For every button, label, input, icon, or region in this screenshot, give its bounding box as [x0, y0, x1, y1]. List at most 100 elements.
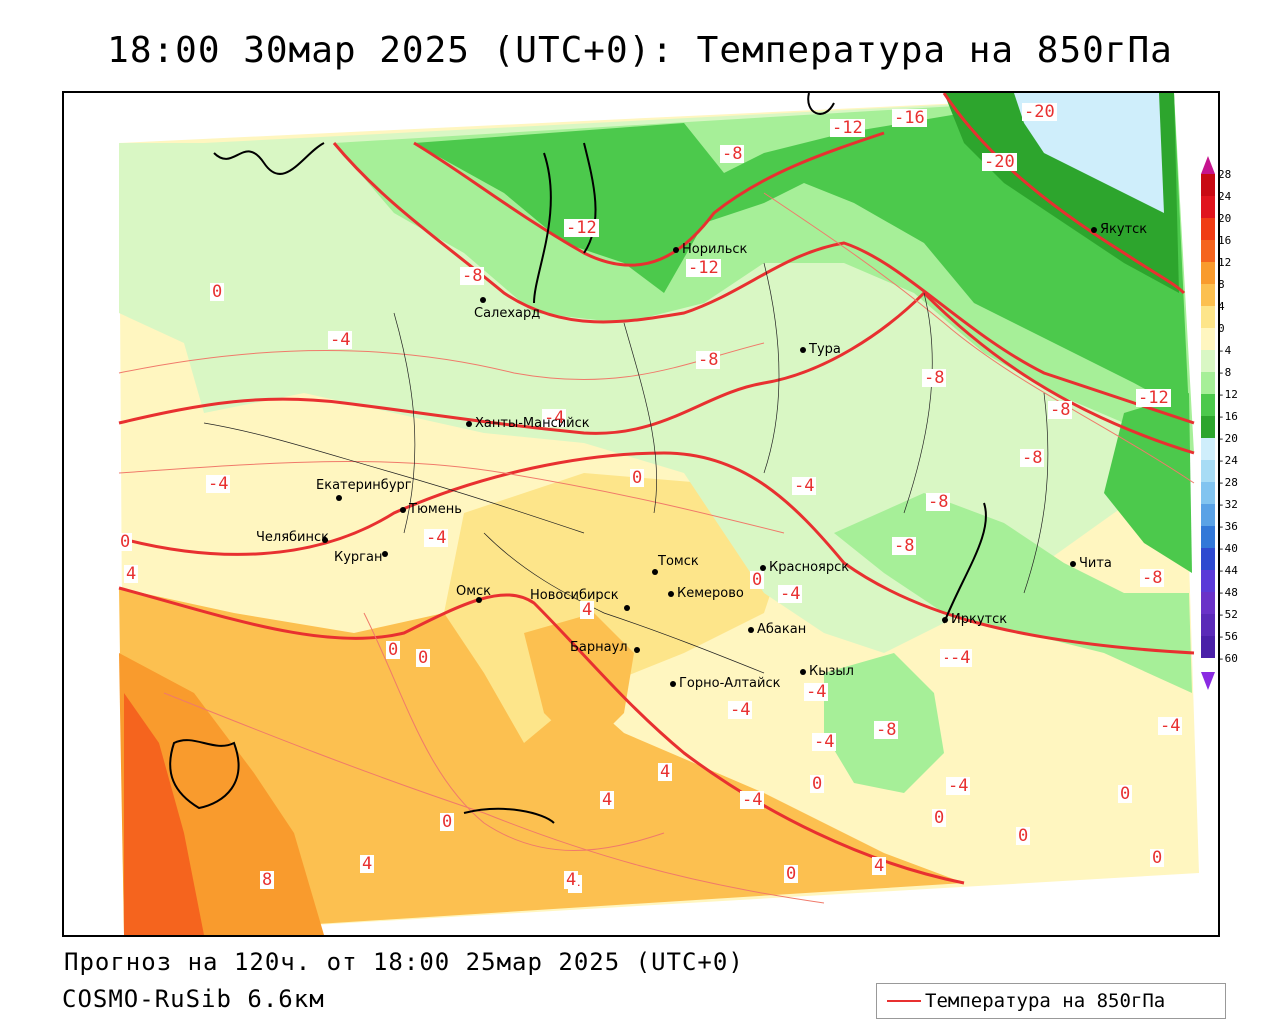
- city-marker[interactable]: Красноярск: [760, 561, 849, 575]
- forecast-info: Прогноз на 120ч. от 18:00 25мар 2025 (UT…: [64, 948, 744, 976]
- city-marker[interactable]: [476, 593, 485, 607]
- contour-label: -4: [328, 330, 353, 350]
- contour-label: 8: [260, 870, 275, 890]
- contour-label: 0: [810, 774, 825, 794]
- contour-label: -16: [892, 108, 927, 128]
- city-marker[interactable]: Ханты-Мансийск: [466, 417, 590, 431]
- city-dot-icon: [634, 646, 640, 653]
- contour-label: 0: [630, 468, 645, 488]
- contour-lines: [118, 93, 1195, 885]
- contour-label: 0: [210, 282, 225, 302]
- city-dot-icon: [800, 346, 806, 353]
- colorbar-segment: [1201, 438, 1215, 460]
- city-dot-icon: [673, 246, 679, 253]
- colorbar-up-arrow-icon: [1201, 156, 1215, 174]
- city-marker[interactable]: Тура: [800, 343, 841, 357]
- city-marker[interactable]: [624, 601, 633, 615]
- contour-label: -12: [564, 218, 599, 238]
- colorbar-segment: [1201, 262, 1215, 284]
- contour-label: -4: [206, 474, 231, 494]
- city-dot-icon: [1070, 560, 1076, 567]
- colorbar-tick-label: -4: [1218, 344, 1232, 357]
- contour-label: -8: [1048, 400, 1073, 420]
- city-dot-icon: [670, 680, 676, 687]
- colorbar-down-arrow-icon: [1201, 672, 1215, 690]
- colorbar-segment: [1201, 614, 1215, 636]
- contour-label: 4: [564, 870, 579, 890]
- legend-label: Температура на 850гПа: [925, 990, 1166, 1012]
- city-dot-icon: [336, 494, 342, 501]
- contour-label: -4: [1158, 716, 1183, 736]
- city-marker[interactable]: [634, 643, 643, 657]
- city-dot-icon: [800, 668, 806, 675]
- contour-label: -4: [948, 648, 973, 668]
- contour-label: -12: [1136, 388, 1171, 408]
- contour-label: -8: [1140, 568, 1165, 588]
- city-marker[interactable]: [382, 547, 391, 561]
- city-marker[interactable]: Абакан: [748, 623, 806, 637]
- map-legend: Температура на 850гПа: [876, 983, 1226, 1019]
- city-label: Новосибирск: [530, 588, 619, 603]
- city-dot-icon: [942, 616, 948, 623]
- city-label: Челябинск: [256, 530, 330, 545]
- colorbar-segment: [1201, 174, 1215, 196]
- colorbar-segment: [1201, 636, 1215, 658]
- colorbar-segment: [1201, 592, 1215, 614]
- colorbar-tick-label: -48: [1218, 586, 1238, 599]
- city-marker[interactable]: Норильск: [673, 243, 747, 257]
- city-dot-icon: [322, 536, 328, 543]
- colorbar-segment: [1201, 460, 1215, 482]
- city-dot-icon: [624, 604, 630, 611]
- city-marker[interactable]: Якутск: [1091, 223, 1147, 237]
- contour-label: -4: [946, 776, 971, 796]
- hot-zone: [124, 693, 204, 935]
- city-dot-icon: [382, 550, 388, 557]
- contour-label: 0: [1118, 784, 1133, 804]
- city-marker[interactable]: [480, 293, 489, 307]
- city-dot-icon: [480, 296, 486, 303]
- contour-label: 0: [750, 570, 765, 590]
- city-marker[interactable]: Иркутск: [942, 613, 1007, 627]
- east-green: [834, 493, 1192, 693]
- legend-line-icon: [887, 1000, 921, 1002]
- contour-label: -4: [812, 732, 837, 752]
- city-label: Томск: [658, 554, 699, 569]
- temperature-map: [118, 93, 1199, 935]
- east-green-2: [1104, 393, 1192, 573]
- colorbar-segment: [1201, 328, 1215, 350]
- map-canvas[interactable]: -20 -20 -16 -12 -8 -12 -12 -8 -8 -8 -8 -…: [62, 91, 1220, 937]
- city-marker[interactable]: Горно-Алтайск: [670, 677, 780, 691]
- city-marker[interactable]: Кемерово: [668, 587, 744, 601]
- colorbar-tick-label: 24: [1218, 190, 1232, 203]
- city-marker[interactable]: Тюмень: [400, 503, 462, 517]
- contour-label: -8: [892, 536, 917, 556]
- colorbar-segment: [1201, 350, 1215, 372]
- contour-label: -8: [922, 368, 947, 388]
- contour-label: 0: [1016, 826, 1031, 846]
- colorbar-tick-label: -28: [1218, 476, 1238, 489]
- contour-label: -8: [720, 144, 745, 164]
- colorbar-segment: [1201, 372, 1215, 394]
- contour-label: -8: [696, 350, 721, 370]
- city-marker[interactable]: Кызыл: [800, 665, 854, 679]
- warm-zone-8: [119, 588, 964, 935]
- coastlines: [169, 93, 987, 824]
- city-dot-icon: [748, 626, 754, 633]
- contour-label: -4: [792, 476, 817, 496]
- city-dot-icon: [466, 420, 472, 427]
- city-dot-icon: [652, 568, 658, 575]
- cold-zone-20: [1014, 93, 1164, 213]
- colorbar-tick-label: -60: [1218, 652, 1238, 665]
- admin-borders: [203, 262, 1049, 674]
- contour-label: -12: [686, 258, 721, 278]
- colorbar-tick-label: -32: [1218, 498, 1238, 511]
- city-marker[interactable]: [336, 491, 345, 505]
- city-marker[interactable]: [652, 565, 661, 579]
- contour-label: -4: [542, 408, 567, 428]
- colorbar-tick-label: 28: [1218, 168, 1232, 181]
- city-marker[interactable]: [322, 533, 331, 547]
- city-marker[interactable]: Чита: [1070, 557, 1112, 571]
- city-label: Салехард: [474, 306, 541, 321]
- contour-label: 4: [872, 856, 887, 876]
- contour-label: -8: [874, 720, 899, 740]
